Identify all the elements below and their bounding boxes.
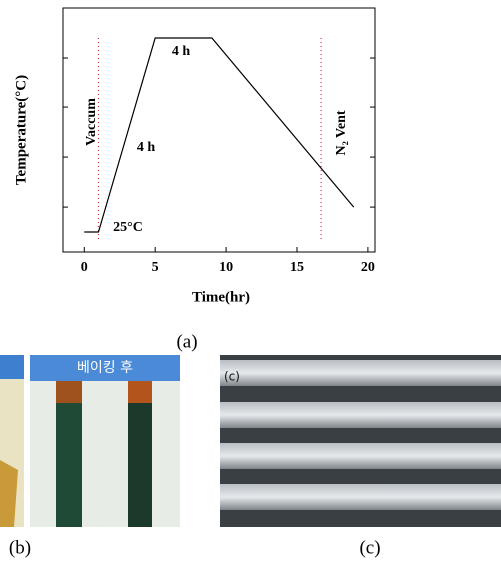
- plot-frame: [62, 7, 376, 253]
- x-tick-label: 5: [152, 260, 159, 275]
- photo-background: [30, 355, 180, 527]
- x-tick-label: 10: [219, 260, 233, 275]
- metal-strip: [220, 402, 501, 428]
- annotation: 4 h: [172, 44, 191, 59]
- chart: 0 5 10 15 20 Time(hr) Temperature(°C) Vaccum 4 h…: [13, 7, 376, 305]
- strip-top: [56, 381, 82, 403]
- strip: [56, 381, 82, 527]
- metal-strip: [220, 360, 501, 386]
- x-tick-label: 20: [361, 260, 375, 275]
- strip-top: [128, 381, 152, 403]
- caption: (b): [9, 537, 31, 558]
- metal-strip: [220, 443, 501, 469]
- photo-b: 베이킹 후: [0, 355, 180, 527]
- annotation: N₂ Vent: [334, 110, 349, 155]
- caption: (c): [359, 537, 380, 558]
- photo-label: (c): [224, 370, 240, 384]
- caption: (a): [176, 331, 197, 352]
- photo-object: [0, 460, 18, 527]
- y-axis-label: Temperature(°C): [13, 75, 29, 185]
- strip: [128, 381, 152, 527]
- data-line: [84, 37, 355, 233]
- photo-left-header: [0, 355, 24, 379]
- annotation: 25°C: [113, 220, 143, 235]
- annotation: 4 h: [137, 140, 156, 155]
- x-tick-label: 0: [81, 260, 88, 275]
- photo-header: [30, 355, 180, 381]
- photo-c: (c): [220, 355, 501, 527]
- metal-strip: [220, 484, 501, 510]
- photo-header-text: 베이킹 후: [77, 360, 133, 376]
- x-axis-label: Time(hr): [192, 289, 250, 305]
- annotation: Vaccum: [84, 98, 99, 146]
- x-tick-label: 15: [290, 260, 304, 275]
